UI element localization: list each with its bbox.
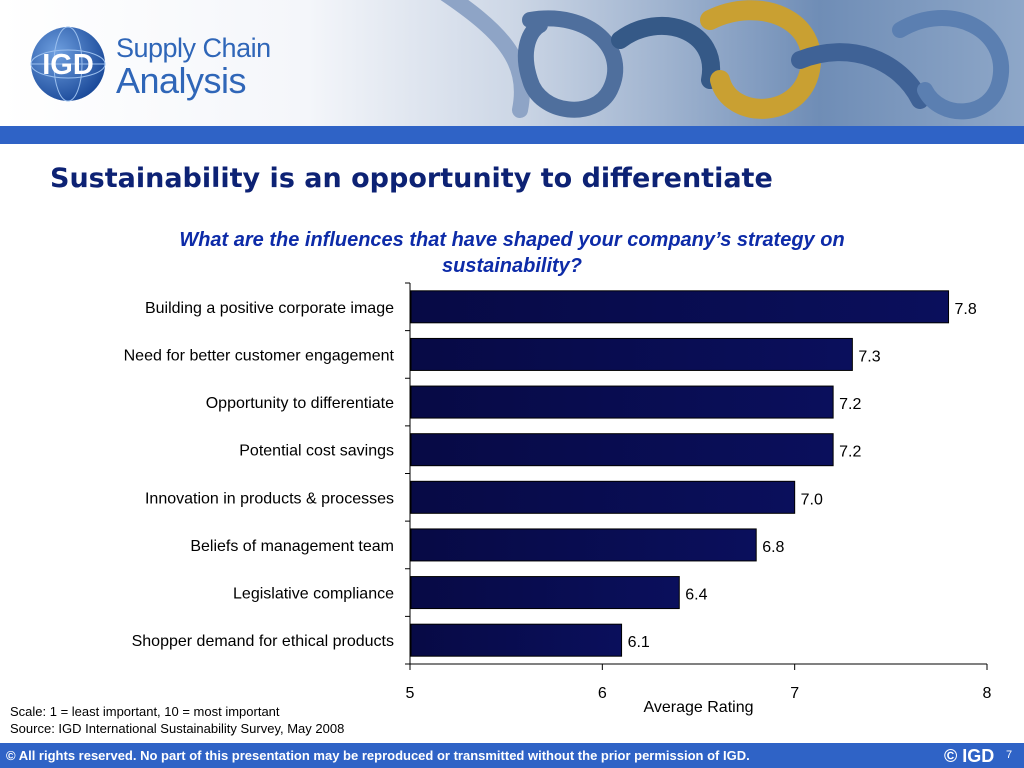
chart-question: What are the influences that have shaped…	[179, 229, 845, 277]
x-tick-label: 8	[983, 685, 992, 702]
bar	[410, 385, 834, 419]
source-note: Source: IGD International Sustainability…	[10, 721, 345, 736]
bar-value-label: 7.0	[801, 491, 823, 508]
category-label: Shopper demand for ethical products	[132, 633, 394, 650]
bar	[410, 528, 757, 562]
category-label: Beliefs of management team	[190, 538, 394, 555]
category-label: Building a positive corporate image	[145, 300, 394, 317]
igd-globe-logo: IGD	[30, 26, 106, 102]
bar	[410, 433, 834, 467]
rights-notice: © All rights reserved. No part of this p…	[6, 748, 750, 763]
category-label: Potential cost savings	[239, 443, 394, 460]
bar-value-label: 6.1	[628, 634, 650, 651]
category-label: Innovation in products & processes	[145, 490, 394, 507]
chain-links-image	[440, 0, 1010, 120]
bar	[410, 623, 623, 657]
x-tick-label: 7	[790, 685, 799, 702]
category-label: Need for better customer engagement	[124, 347, 395, 364]
bar-value-label: 7.8	[955, 301, 977, 318]
x-tick-label: 5	[406, 685, 415, 702]
bar	[410, 290, 950, 324]
x-axis-title: Average Rating	[644, 699, 754, 716]
category-label: Opportunity to differentiate	[206, 395, 394, 412]
igd-copyright: © IGD	[944, 746, 995, 766]
category-label: Legislative compliance	[233, 586, 394, 603]
bar-value-label: 6.4	[685, 587, 707, 604]
logo-line-1: Supply Chain	[116, 33, 271, 63]
footer-bar: © All rights reserved. No part of this p…	[0, 743, 1024, 768]
bar	[410, 480, 796, 514]
logo-line-2: Analysis	[116, 60, 247, 101]
bar-value-label: 6.8	[762, 539, 784, 556]
x-tick-label: 6	[598, 685, 607, 702]
bar	[410, 337, 853, 371]
bar	[410, 576, 680, 610]
header-banner: IGD Supply Chain Analysis	[0, 0, 1024, 126]
slide-title: Sustainability is an opportunity to diff…	[50, 163, 773, 194]
logo-wordmark: Supply Chain Analysis	[116, 34, 271, 100]
page-number: 7	[1006, 749, 1013, 761]
logo-mark: IGD	[42, 49, 94, 81]
header-blue-band	[0, 126, 1024, 144]
bar-value-label: 7.2	[839, 396, 861, 413]
scale-note: Scale: 1 = least important, 10 = most im…	[10, 704, 280, 719]
bar-value-label: 7.2	[839, 444, 861, 461]
bar-value-label: 7.3	[858, 348, 880, 365]
